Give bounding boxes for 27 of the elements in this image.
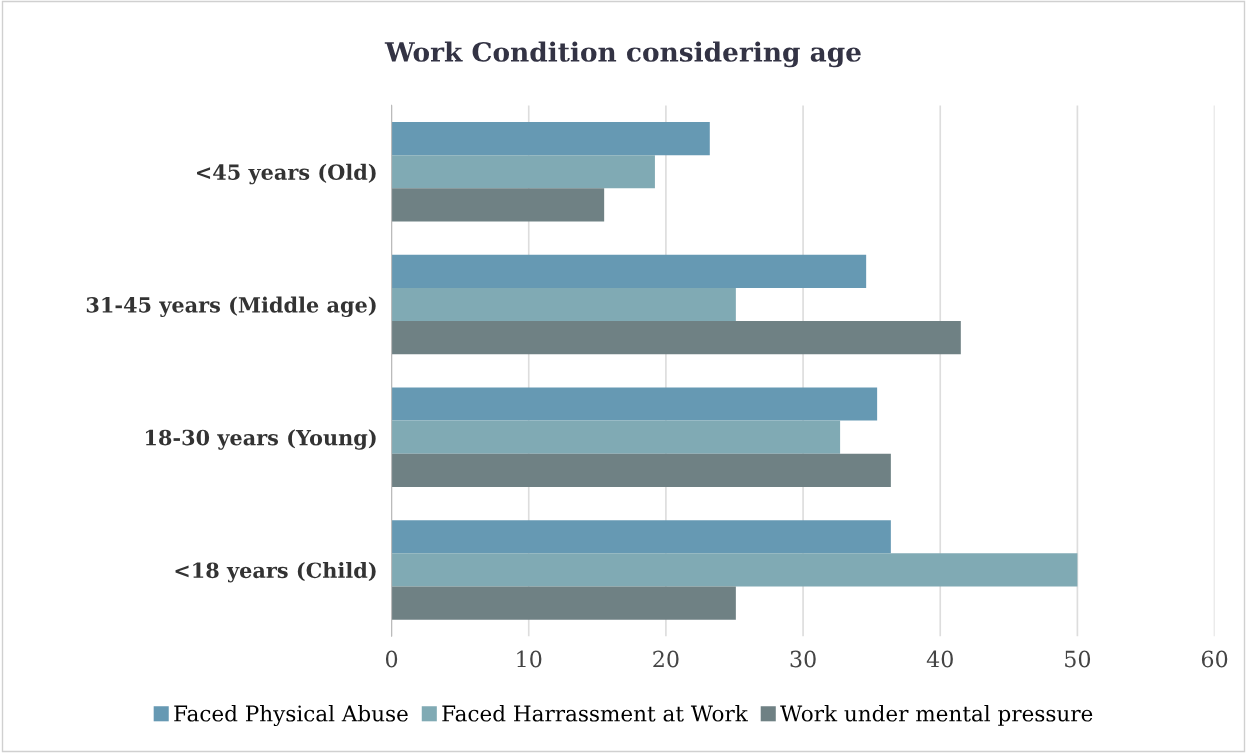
bar xyxy=(391,155,655,189)
x-tick-label: 0 xyxy=(385,650,398,668)
y-tick-label: <18 years (Child) xyxy=(175,562,376,583)
x-tick-label: 40 xyxy=(926,650,953,668)
bar xyxy=(391,553,1078,587)
bar xyxy=(391,122,710,156)
y-tick-label: <45 years (Old) xyxy=(197,163,376,185)
y-tick-label: 31-45 years (Middle age) xyxy=(86,296,376,318)
legend-label: Faced Physical Abuse xyxy=(174,704,408,727)
legend-label: Work under mental pressure xyxy=(780,704,1093,726)
legend-label: Faced Harrassment at Work xyxy=(442,704,748,722)
bar xyxy=(391,453,891,487)
x-tick-label: 20 xyxy=(653,650,679,668)
bar xyxy=(391,586,736,620)
bar xyxy=(391,188,605,222)
bar xyxy=(391,321,961,355)
x-tick-label: 30 xyxy=(790,650,816,668)
x-tick-label: 60 xyxy=(1201,650,1228,668)
chart-title: Work Condition considering age xyxy=(384,41,861,68)
y-tick-label: 18-30 years (Young) xyxy=(145,429,376,450)
bar xyxy=(391,520,891,554)
bar xyxy=(391,287,736,322)
bar xyxy=(391,387,878,421)
bar xyxy=(391,420,841,454)
x-tick-label: 10 xyxy=(517,650,542,668)
x-tick-label: 50 xyxy=(1065,650,1091,668)
bar xyxy=(391,254,867,288)
